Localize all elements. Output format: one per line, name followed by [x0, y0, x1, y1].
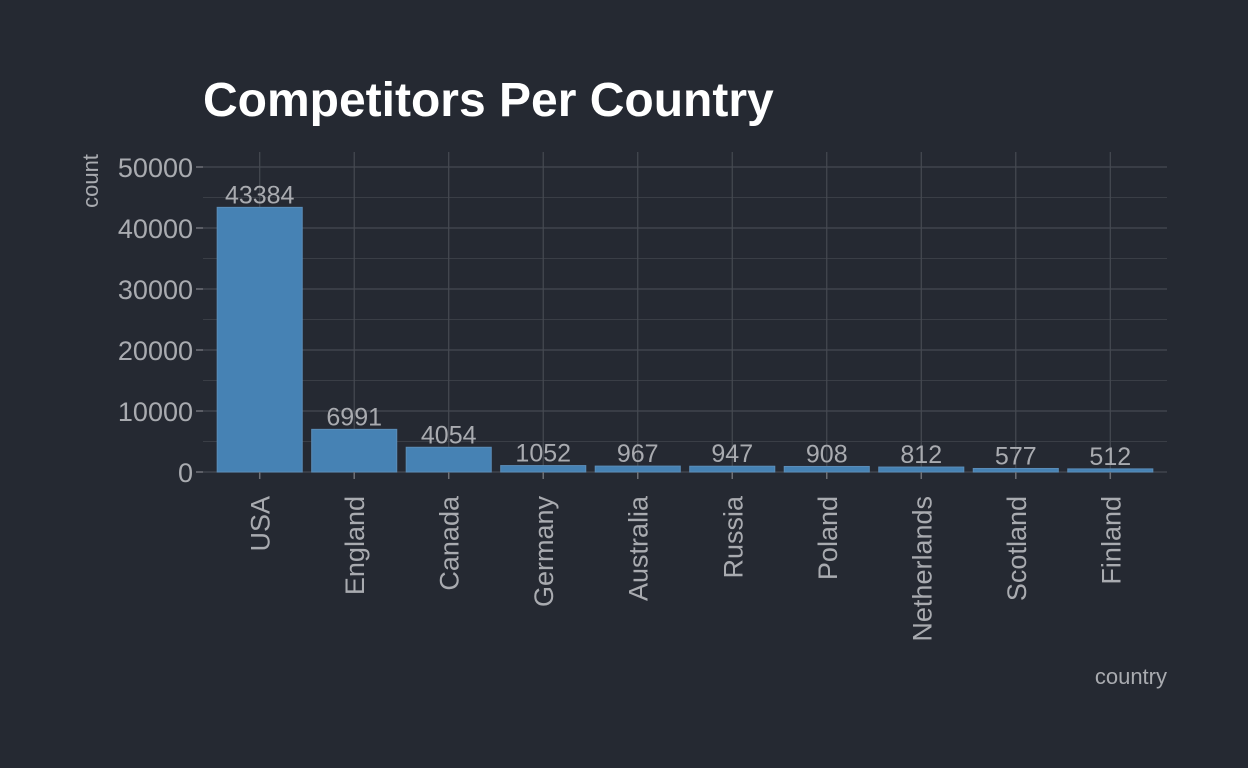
x-tick-label: Netherlands [907, 496, 937, 642]
x-tick-label: Scotland [1002, 496, 1032, 601]
data-label: 1052 [515, 440, 571, 468]
x-axis: USA England Canada Germany Australia Russia Po… [246, 472, 1126, 642]
bar-england [311, 428, 398, 473]
x-tick-label: Canada [435, 495, 465, 591]
data-label: 908 [806, 440, 848, 468]
labels-layer: 43384 6991 4054 1052 967 947 908 812 577 512 [225, 181, 1131, 471]
bar-canada [405, 446, 492, 473]
y-axis-title: count [78, 154, 103, 208]
data-label: 812 [900, 441, 942, 469]
data-label: 43384 [225, 181, 295, 209]
y-tick-label: 20000 [118, 336, 193, 366]
data-label: 577 [995, 442, 1037, 470]
x-tick-label: England [340, 496, 370, 595]
data-label: 967 [617, 440, 659, 468]
y-axis: 0 10000 20000 30000 40000 50000 [118, 153, 203, 488]
x-tick-label: USA [246, 496, 276, 552]
y-tick-label: 40000 [118, 214, 193, 244]
y-tick-label: 30000 [118, 275, 193, 305]
data-label: 6991 [326, 403, 382, 431]
x-tick-label: Australia [624, 495, 654, 601]
chart-title: Competitors Per Country [203, 74, 774, 127]
y-tick-label: 50000 [118, 153, 193, 183]
data-label: 947 [711, 440, 753, 468]
x-tick-label: Russia [718, 495, 748, 579]
x-tick-label: Germany [529, 496, 559, 608]
bars-layer [216, 206, 1154, 473]
x-tick-label: Poland [813, 496, 843, 580]
data-label: 4054 [421, 421, 477, 449]
bar-usa [216, 206, 303, 473]
data-label: 512 [1089, 443, 1131, 471]
y-tick-label: 10000 [118, 397, 193, 427]
y-tick-label: 0 [178, 458, 193, 488]
x-axis-title: country [1095, 664, 1167, 689]
x-tick-label: Finland [1096, 496, 1126, 585]
